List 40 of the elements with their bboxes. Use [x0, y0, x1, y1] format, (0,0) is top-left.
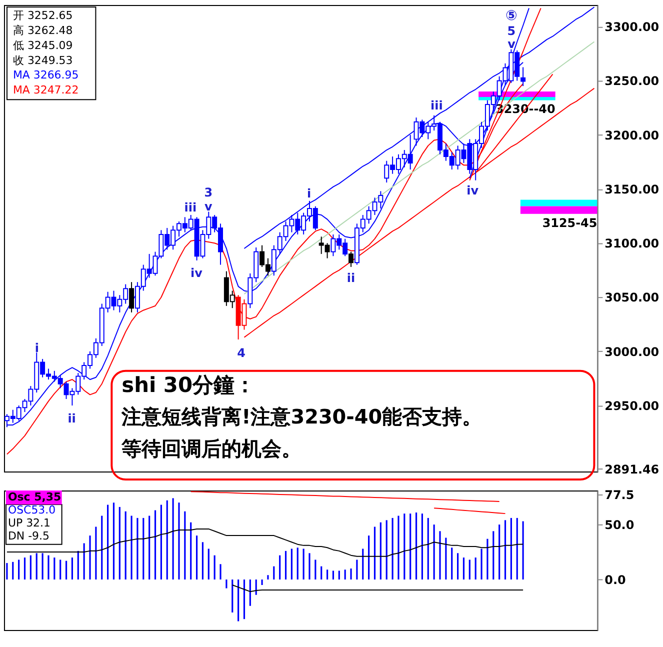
- y-tick-label: 2891.46: [604, 462, 660, 476]
- annotation: UP 32.1: [8, 516, 50, 530]
- annotation: iv: [466, 183, 479, 198]
- annotation: v: [508, 36, 516, 51]
- annotation: iii: [430, 98, 443, 113]
- y-tick-label: 2950.00: [604, 398, 660, 413]
- y-tick-label: 3200.00: [604, 128, 660, 142]
- annotation: 等待回调后的机会。: [120, 438, 302, 461]
- annotation: ⑤: [506, 8, 518, 24]
- y-tick-label: 3000.00: [604, 344, 660, 359]
- y-tick-label: 3100.00: [604, 236, 660, 251]
- annotation: 开 3252.65: [12, 8, 73, 22]
- annotation: 注意短线背离!注意3230-40能否支持。: [120, 406, 482, 429]
- annotation: MA 3266.95: [12, 68, 79, 82]
- annotation: MA 3247.22: [12, 84, 79, 97]
- annotation: 4: [237, 346, 246, 360]
- annotation: shi 30分鐘：: [122, 372, 256, 397]
- annotation: i: [307, 186, 312, 200]
- y-tick-label: 3150.00: [604, 182, 660, 196]
- annotation: 高 3262.48: [12, 24, 73, 37]
- annotation: 5: [507, 24, 516, 38]
- annotation: OSC53.0: [8, 503, 56, 516]
- y-tick-label: 3250.00: [604, 74, 660, 88]
- annotation: v: [204, 199, 212, 214]
- band-label: 3125-45: [542, 216, 598, 230]
- y-tick-label: 50.0: [604, 518, 634, 532]
- annotation: ii: [346, 271, 356, 286]
- y-tick-label: 3300.00: [604, 20, 660, 34]
- y-tick-label: 3050.00: [604, 290, 660, 305]
- annotation: iv: [190, 266, 203, 280]
- annotation: 收 3249.53: [12, 54, 73, 67]
- annotation: 低 3245.09: [12, 38, 73, 52]
- y-tick-label: 0.0: [604, 572, 626, 587]
- annotation: iii: [184, 200, 197, 214]
- y-tick-label: 77.5: [604, 488, 634, 502]
- annotation: i: [34, 340, 39, 355]
- annotation: Osc 5,35: [8, 490, 62, 504]
- annotation: DN -9.5: [8, 529, 50, 542]
- annotation: ii: [68, 412, 76, 426]
- annotation: 3: [204, 185, 213, 200]
